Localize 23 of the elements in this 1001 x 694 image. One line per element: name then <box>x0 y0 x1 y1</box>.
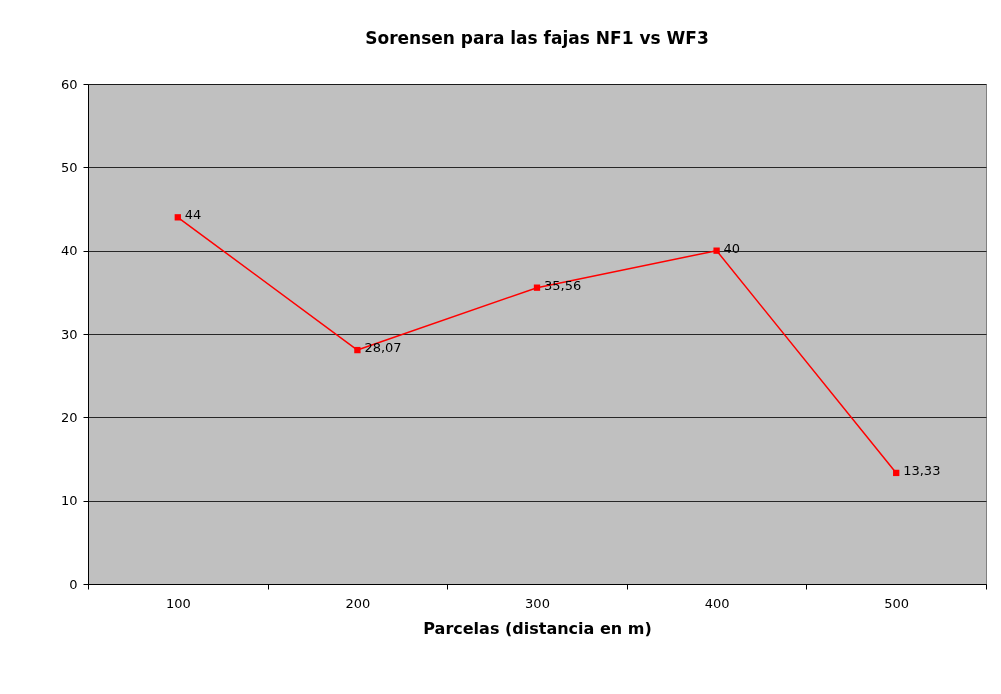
x-tick-label: 500 <box>884 595 910 611</box>
point <box>713 247 720 254</box>
point <box>533 284 541 291</box>
x-axis-title: Parcelas (distancia en m) <box>423 618 652 638</box>
data-label: 44 <box>184 207 202 223</box>
point <box>354 346 361 354</box>
x-tick-label: 200 <box>345 595 371 611</box>
y-tick-label: 50 <box>60 159 78 175</box>
data-label: 35,56 <box>544 277 582 293</box>
y-tick-label: 20 <box>60 409 78 425</box>
y-tick-label: 10 <box>60 493 78 509</box>
data-label: 28,07 <box>364 340 402 356</box>
point <box>893 469 900 477</box>
chart-title: Sorensen para las fajas NF1 vs WF3 <box>365 28 709 48</box>
data-label: 13,33 <box>903 462 941 478</box>
point <box>174 214 181 221</box>
x-tick-label: 400 <box>704 595 730 611</box>
y-tick-label: 60 <box>60 76 78 92</box>
x-tick-label: 300 <box>525 595 550 611</box>
y-tick-label: 0 <box>69 576 78 592</box>
y-tick-label: 30 <box>60 326 78 342</box>
y-tick-label: 40 <box>60 243 78 259</box>
x-tick-label: 100 <box>165 595 191 611</box>
